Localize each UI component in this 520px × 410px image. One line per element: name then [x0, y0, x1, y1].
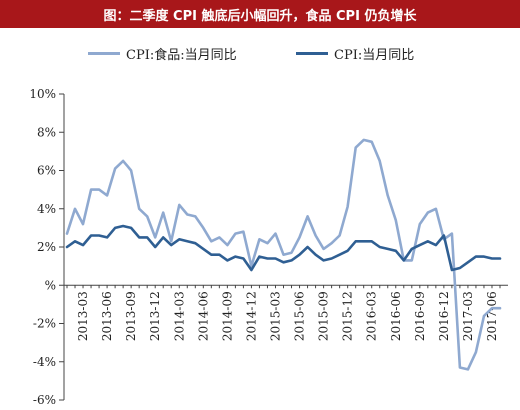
x-tick-label: 2016-03 — [365, 291, 379, 341]
chart-title: 图：二季度 CPI 触底后小幅回升，食品 CPI 仍负增长 — [0, 0, 520, 28]
x-tick-label: 2013-06 — [100, 291, 114, 341]
y-tick-label: 6% — [37, 164, 56, 178]
x-tick-label: 2015-03 — [268, 291, 282, 341]
y-tick-label: 2% — [37, 240, 56, 254]
x-tick-label: 2014-06 — [196, 291, 210, 341]
legend: CPI:食品:当月同比 CPI:当月同比 — [0, 44, 520, 64]
y-tick-label: -6% — [33, 393, 56, 407]
x-tick-label: 2015-09 — [317, 291, 331, 341]
y-tick-label: -4% — [33, 355, 56, 369]
y-tick-label: -2% — [33, 317, 56, 331]
legend-item-food-cpi: CPI:食品:当月同比 — [88, 44, 237, 63]
x-tick-label: 2015-12 — [341, 291, 355, 341]
y-tick-label: 10% — [29, 87, 56, 101]
legend-swatch-cpi — [296, 52, 328, 55]
y-tick-label: 4% — [37, 202, 56, 216]
series-line-cpi — [65, 224, 502, 272]
x-tick-label: 2016-09 — [413, 291, 427, 341]
x-tick-label: 2015-06 — [293, 291, 307, 341]
x-tick-label: 2017-06 — [485, 291, 499, 341]
x-tick-label: 2016-06 — [389, 291, 403, 341]
legend-swatch-food-cpi — [88, 52, 120, 55]
x-tick-label: 2013-12 — [148, 291, 162, 341]
legend-item-cpi: CPI:当月同比 — [296, 44, 414, 63]
x-tick-label: 2013-03 — [76, 291, 90, 341]
x-tick-label: 2013-09 — [124, 291, 138, 341]
x-tick-label: 2016-12 — [437, 291, 451, 341]
x-tick-label: 2014-09 — [220, 291, 234, 341]
x-tick-label: 2014-12 — [244, 291, 258, 341]
x-tick-label: 2014-03 — [172, 291, 186, 341]
y-tick-label: 8% — [37, 125, 56, 139]
series-line-food-cpi — [65, 138, 502, 371]
x-tick-label: 2017-03 — [461, 291, 475, 341]
legend-label-food-cpi: CPI:食品:当月同比 — [126, 48, 237, 63]
y-tick-label: % — [45, 278, 56, 292]
legend-label-cpi: CPI:当月同比 — [334, 48, 415, 63]
